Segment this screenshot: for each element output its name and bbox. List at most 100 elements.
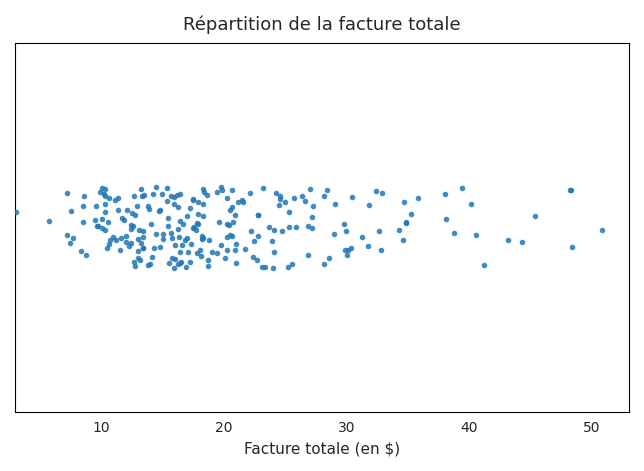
- Point: [120, 207, 131, 214]
- Point: [62, 207, 72, 215]
- Point: [363, 232, 373, 240]
- Point: [104, 249, 114, 257]
- Point: [274, 190, 285, 198]
- Point: [237, 187, 247, 195]
- Point: [566, 201, 576, 208]
- Point: [189, 223, 199, 230]
- Point: [227, 252, 238, 260]
- Point: [175, 257, 185, 265]
- Point: [198, 262, 208, 269]
- Point: [303, 231, 313, 238]
- Point: [200, 243, 210, 250]
- Point: [216, 250, 227, 257]
- Point: [399, 231, 409, 238]
- Point: [406, 217, 416, 225]
- Point: [440, 188, 451, 195]
- Point: [202, 206, 213, 213]
- Point: [260, 262, 270, 269]
- Point: [65, 240, 75, 247]
- Point: [91, 229, 101, 237]
- Point: [203, 233, 213, 240]
- Point: [99, 233, 109, 240]
- Point: [100, 205, 110, 213]
- Point: [135, 215, 145, 223]
- Point: [176, 259, 187, 266]
- Point: [449, 243, 459, 250]
- Point: [196, 263, 206, 271]
- Point: [341, 187, 351, 194]
- Point: [115, 202, 126, 210]
- Point: [308, 203, 318, 211]
- Point: [194, 219, 205, 226]
- Point: [252, 263, 263, 271]
- Point: [214, 252, 225, 259]
- Point: [376, 183, 386, 191]
- Point: [187, 185, 198, 192]
- Point: [173, 191, 184, 199]
- Point: [322, 247, 332, 255]
- Point: [274, 204, 285, 212]
- Point: [231, 205, 242, 213]
- Point: [346, 257, 357, 265]
- Point: [129, 189, 140, 197]
- Point: [99, 211, 109, 219]
- Point: [157, 202, 167, 210]
- Point: [197, 222, 207, 230]
- Point: [222, 203, 232, 211]
- Point: [126, 238, 137, 246]
- Point: [148, 219, 158, 226]
- Point: [565, 226, 575, 233]
- Point: [479, 205, 489, 213]
- Point: [193, 251, 203, 259]
- Point: [131, 190, 142, 197]
- Point: [155, 221, 165, 228]
- Point: [113, 250, 123, 258]
- Point: [216, 213, 226, 221]
- Point: [227, 238, 237, 245]
- Point: [193, 224, 204, 231]
- Point: [151, 198, 162, 205]
- Point: [377, 260, 387, 268]
- Point: [187, 253, 198, 260]
- Point: [128, 199, 138, 207]
- Point: [319, 238, 329, 245]
- Point: [175, 203, 185, 211]
- Point: [167, 234, 177, 242]
- Point: [151, 207, 161, 215]
- Point: [126, 213, 136, 221]
- Point: [207, 230, 218, 238]
- Point: [136, 206, 146, 214]
- Point: [267, 242, 278, 249]
- Point: [249, 184, 259, 191]
- Point: [457, 251, 468, 259]
- Point: [167, 265, 178, 272]
- Point: [225, 193, 235, 201]
- Point: [249, 252, 260, 260]
- Point: [129, 249, 140, 257]
- Point: [299, 265, 310, 272]
- Point: [440, 203, 450, 211]
- Point: [133, 241, 143, 249]
- Point: [137, 254, 147, 261]
- Point: [149, 184, 159, 192]
- Point: [245, 242, 255, 250]
- Point: [225, 236, 236, 244]
- Point: [289, 225, 299, 232]
- Point: [258, 256, 268, 264]
- Point: [303, 230, 314, 237]
- Point: [158, 191, 168, 198]
- Point: [319, 210, 329, 217]
- Point: [97, 227, 107, 235]
- Point: [66, 203, 76, 211]
- Point: [280, 262, 290, 270]
- Point: [185, 226, 196, 234]
- Point: [169, 228, 180, 236]
- Point: [191, 246, 202, 254]
- Point: [75, 227, 86, 235]
- Point: [227, 253, 238, 260]
- Point: [138, 203, 148, 211]
- Point: [62, 252, 72, 259]
- Point: [137, 234, 147, 241]
- Point: [113, 222, 123, 230]
- Point: [224, 209, 234, 217]
